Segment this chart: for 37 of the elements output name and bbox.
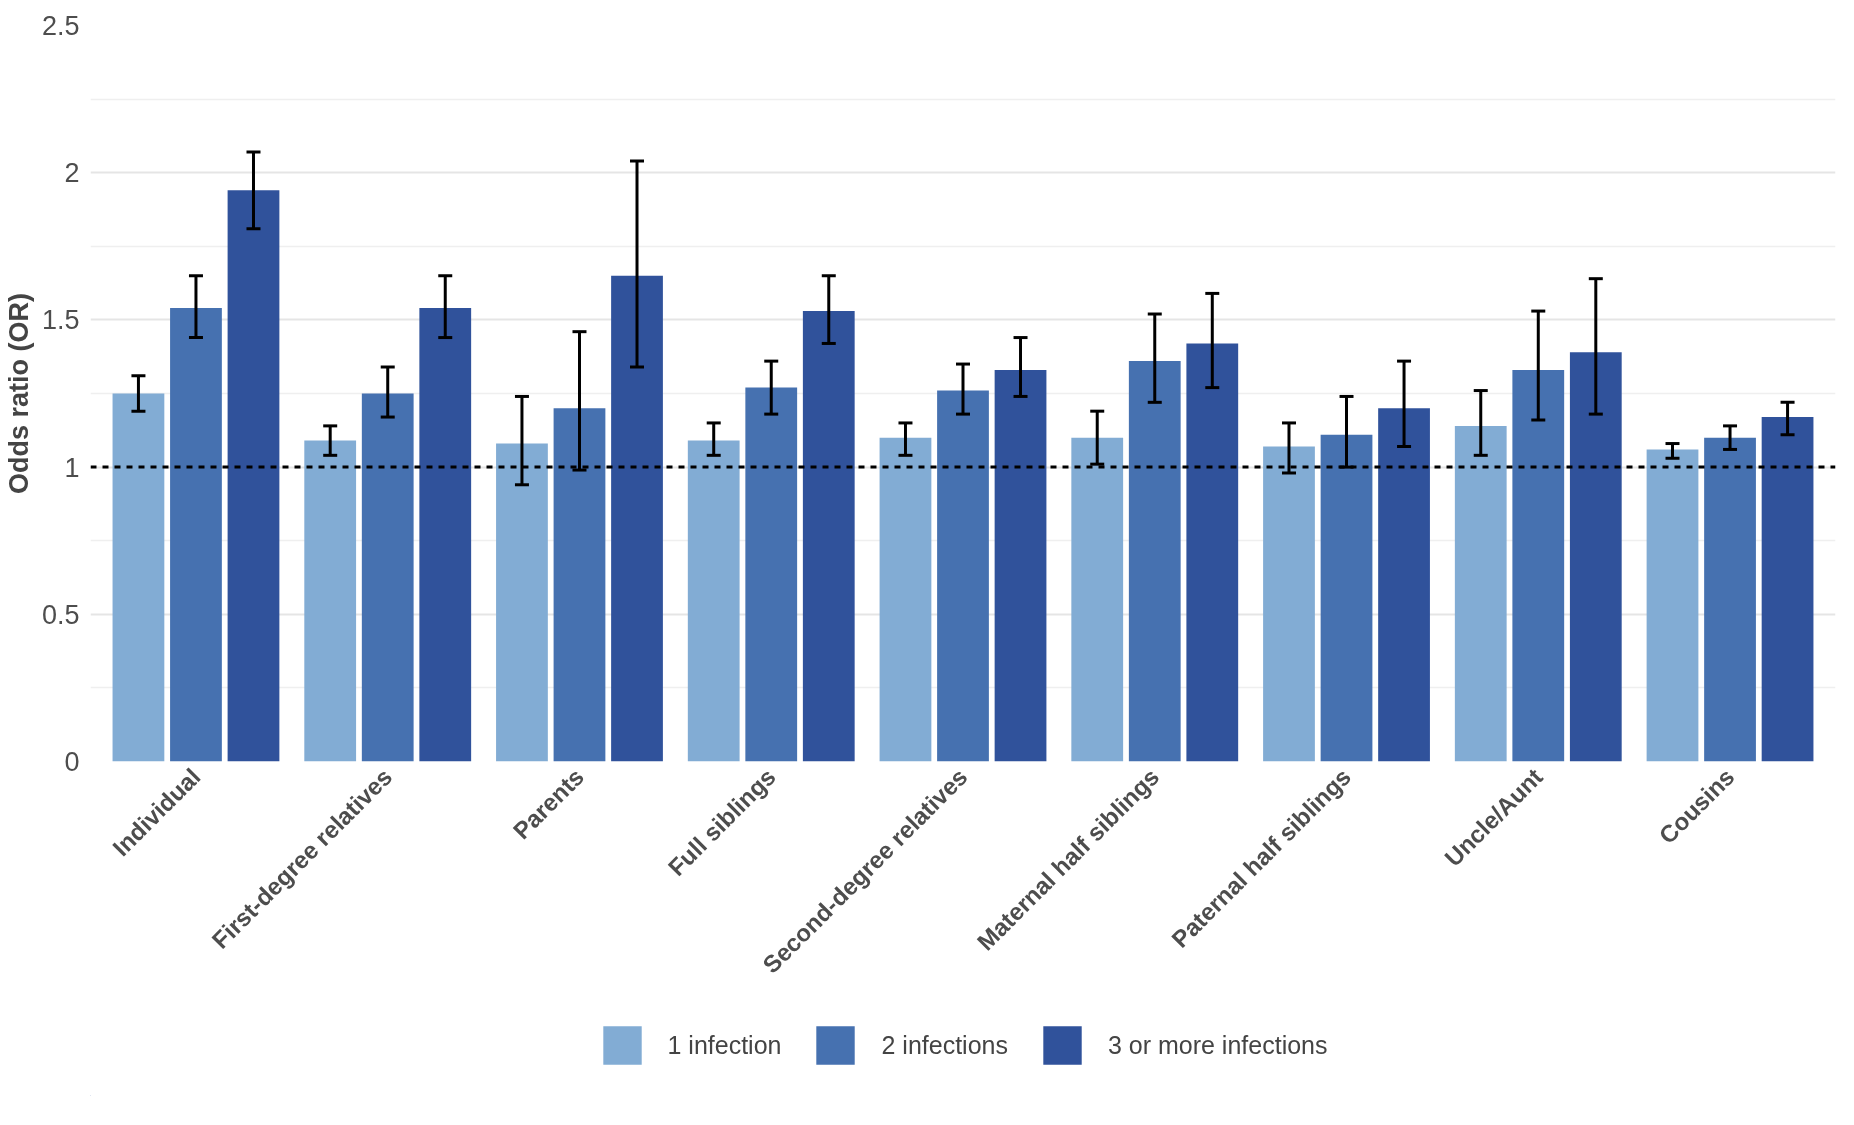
- bar: [1704, 437, 1756, 762]
- bar: [1454, 425, 1507, 762]
- bar: [1646, 449, 1699, 762]
- y-tick-label: 1.5: [41, 305, 80, 336]
- bar: [879, 437, 932, 762]
- bar: [611, 275, 663, 762]
- bar: [937, 390, 989, 762]
- bar: [1512, 369, 1565, 762]
- bar: [361, 393, 414, 762]
- bar: [419, 308, 472, 762]
- y-tick-label: 0: [64, 747, 80, 777]
- y-tick-label: 0.5: [41, 599, 80, 630]
- bar: [112, 393, 165, 762]
- bar: [1569, 352, 1622, 762]
- y-tick-label: 2.5: [41, 11, 80, 41]
- legend-label: 2 infections: [881, 1030, 1008, 1060]
- legend-label: 1 infection: [667, 1030, 782, 1060]
- y-tick-label: 1: [64, 452, 80, 483]
- bar: [553, 408, 606, 762]
- bar: [1128, 361, 1181, 762]
- legend-label: 3 or more infections: [1107, 1030, 1328, 1060]
- bar: [496, 443, 548, 762]
- bar: [1320, 434, 1373, 762]
- bar: [745, 387, 798, 762]
- y-axis-title: Odds ratio (OR): [3, 293, 34, 494]
- bar: [1263, 446, 1315, 762]
- bar: [994, 369, 1047, 762]
- y-tick-label: 2: [64, 158, 80, 189]
- bar: [1186, 343, 1239, 762]
- bar: [304, 440, 357, 762]
- bar: [687, 440, 740, 762]
- bar: [170, 308, 222, 762]
- bar: [227, 190, 280, 762]
- bar: [1378, 408, 1430, 762]
- bar: [802, 311, 855, 762]
- bar: [1761, 417, 1814, 762]
- bar: [1071, 437, 1124, 762]
